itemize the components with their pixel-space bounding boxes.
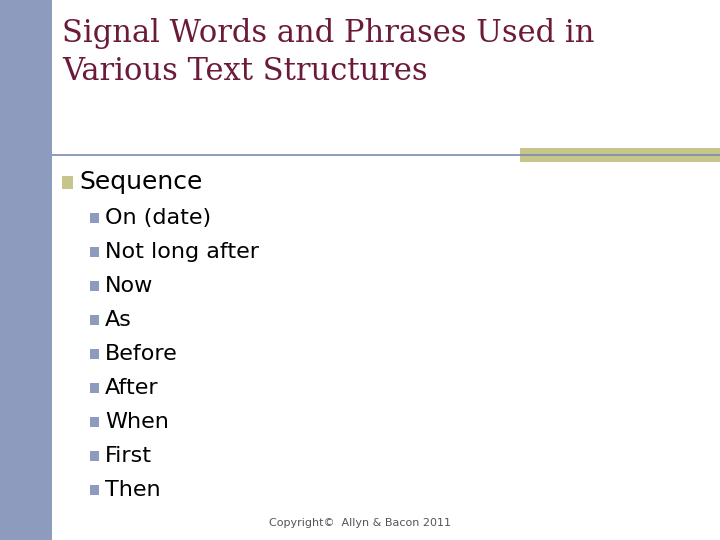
Text: Not long after: Not long after xyxy=(105,242,259,262)
Text: Before: Before xyxy=(105,344,178,364)
Text: First: First xyxy=(105,446,152,466)
Text: After: After xyxy=(105,378,158,398)
Bar xyxy=(90,315,99,325)
Text: When: When xyxy=(105,412,169,432)
Text: Signal Words and Phrases Used in
Various Text Structures: Signal Words and Phrases Used in Various… xyxy=(62,18,595,87)
Text: Then: Then xyxy=(105,480,161,500)
Text: On (date): On (date) xyxy=(105,208,211,228)
Bar xyxy=(90,213,99,223)
Bar xyxy=(90,349,99,359)
Bar xyxy=(90,383,99,393)
Text: As: As xyxy=(105,310,132,330)
Bar xyxy=(0,0,52,540)
Text: Sequence: Sequence xyxy=(79,170,202,194)
Bar xyxy=(90,485,99,495)
Bar xyxy=(90,281,99,291)
Text: Now: Now xyxy=(105,276,153,296)
Bar xyxy=(62,176,73,188)
Bar xyxy=(90,417,99,427)
Bar xyxy=(520,148,720,162)
Bar xyxy=(90,451,99,461)
Bar xyxy=(90,247,99,257)
Text: Copyright©  Allyn & Bacon 2011: Copyright© Allyn & Bacon 2011 xyxy=(269,518,451,528)
